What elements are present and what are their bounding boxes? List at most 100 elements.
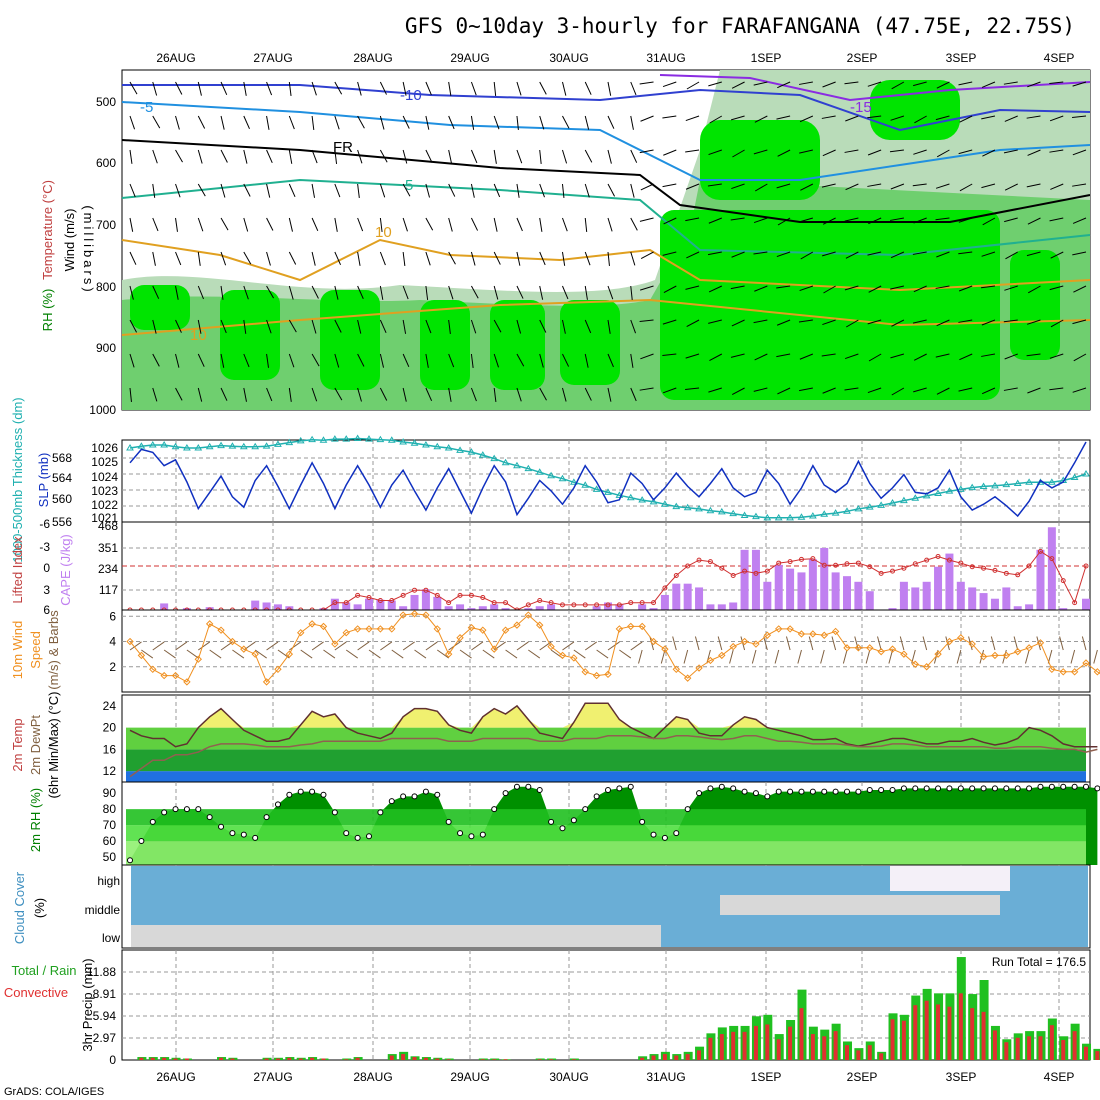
wind-barb-10m (820, 649, 825, 664)
cape-bar (979, 593, 988, 610)
wind-barb (1004, 217, 1018, 223)
precip-convective-bar (753, 1025, 758, 1060)
wind-barb (1049, 387, 1064, 391)
rh2m-marker (707, 785, 714, 792)
wind-barb (584, 387, 592, 401)
rh-blob (320, 290, 380, 390)
thickness-marker (752, 512, 760, 520)
wind-barb-10m (436, 649, 450, 659)
cape-bar (865, 591, 874, 610)
rh2m-marker (1048, 783, 1055, 790)
thickness-marker (433, 442, 442, 450)
wind-barb (516, 183, 520, 198)
wind-barb-10m (797, 649, 802, 664)
wind-speed-marker (1014, 647, 1022, 656)
isotherm-label: FR (333, 139, 353, 156)
lifted-index-marker (855, 560, 861, 566)
wind-barb (958, 217, 973, 223)
wind-barb-10m (152, 641, 165, 651)
lifted-index-marker (719, 565, 725, 571)
wind-speed-marker (524, 611, 533, 619)
lifted-index-marker (1060, 578, 1066, 584)
wind-barb (777, 387, 791, 395)
rh2m-marker (206, 814, 213, 821)
wind-barb (686, 251, 700, 259)
wind-speed-marker (934, 650, 942, 658)
wind-speed-marker (638, 622, 646, 631)
thickness-marker (285, 438, 294, 446)
wind-barb (844, 149, 859, 153)
wind-barb (266, 353, 270, 368)
wind-barb (890, 353, 905, 359)
precip-convective-bar (537, 1059, 542, 1060)
rh-blob (490, 300, 545, 390)
wind-barb (288, 251, 297, 265)
wind-barb (913, 285, 927, 293)
precip-convective-bar (492, 1059, 497, 1060)
wind-barb (402, 387, 407, 402)
wind-barb (639, 285, 654, 291)
wind-barb-10m (831, 636, 837, 651)
wind-barb (630, 285, 633, 300)
wind-speed-marker (160, 671, 168, 680)
isotherm-label: 10 (190, 327, 207, 344)
precip-convective-bar (810, 1034, 815, 1060)
precip-convective-bar (708, 1037, 713, 1060)
wind-barb (334, 183, 341, 198)
wind-speed-marker (1082, 659, 1090, 667)
wind-barb (890, 251, 905, 259)
cloud-low-gray (131, 925, 661, 947)
wind-barb (539, 319, 547, 333)
wind-barb (936, 319, 950, 327)
cape-bar (467, 608, 476, 610)
rh2m-tick: 80 (103, 802, 117, 816)
ylabel-wind10m: 10m Wind (10, 621, 25, 680)
precip-convective-bar (435, 1058, 440, 1060)
wind-barb (562, 115, 570, 129)
thickness-marker (353, 434, 362, 441)
wind-barb (425, 115, 430, 130)
wind-barb (630, 115, 634, 130)
wind-barb (425, 81, 432, 96)
lifted-index-marker (890, 568, 896, 574)
cape-bar (638, 604, 647, 610)
rh2m-marker (946, 785, 953, 792)
wind-barb (129, 149, 133, 164)
lifted-index-marker (1015, 572, 1021, 578)
wind-barb (334, 149, 338, 164)
date-tick-top: 28AUG (353, 51, 392, 65)
cape-bar (729, 602, 738, 610)
wind-barb (799, 387, 813, 392)
rh2m-band (126, 809, 1086, 826)
wind-barb (402, 183, 411, 197)
cape-bar (1059, 608, 1068, 610)
wind-barb-10m (516, 641, 529, 651)
lifted-index-marker (571, 602, 577, 608)
wind-barb (799, 217, 813, 223)
wind-barb (958, 285, 973, 292)
wind-barb (379, 353, 385, 368)
thickness-marker (410, 439, 419, 446)
wind-barb (685, 387, 700, 390)
wind-barb (334, 251, 342, 265)
wind-barb (800, 251, 814, 260)
thickness-marker (330, 435, 339, 442)
ylabel-precip: 3hr Precip (mm) (80, 958, 95, 1051)
precip-convective-bar (662, 1054, 667, 1060)
thickness-marker (547, 471, 555, 479)
wind-barb (220, 285, 224, 300)
lifted-index-marker (343, 600, 349, 606)
wind-barb (1027, 81, 1041, 88)
wind-speed-line (129, 613, 1100, 683)
wind-speed-marker (706, 656, 715, 665)
wind-barb (584, 115, 590, 130)
rh2m-marker (320, 791, 327, 798)
wind-barb (1004, 115, 1018, 122)
wind-barb (663, 285, 677, 294)
cape-tick: 351 (98, 541, 118, 555)
wind-barb (1027, 285, 1041, 294)
wind-barb (867, 115, 882, 119)
lifted-index-marker (696, 557, 702, 563)
wind-barb (243, 183, 251, 197)
lifted-index-marker (901, 565, 907, 571)
